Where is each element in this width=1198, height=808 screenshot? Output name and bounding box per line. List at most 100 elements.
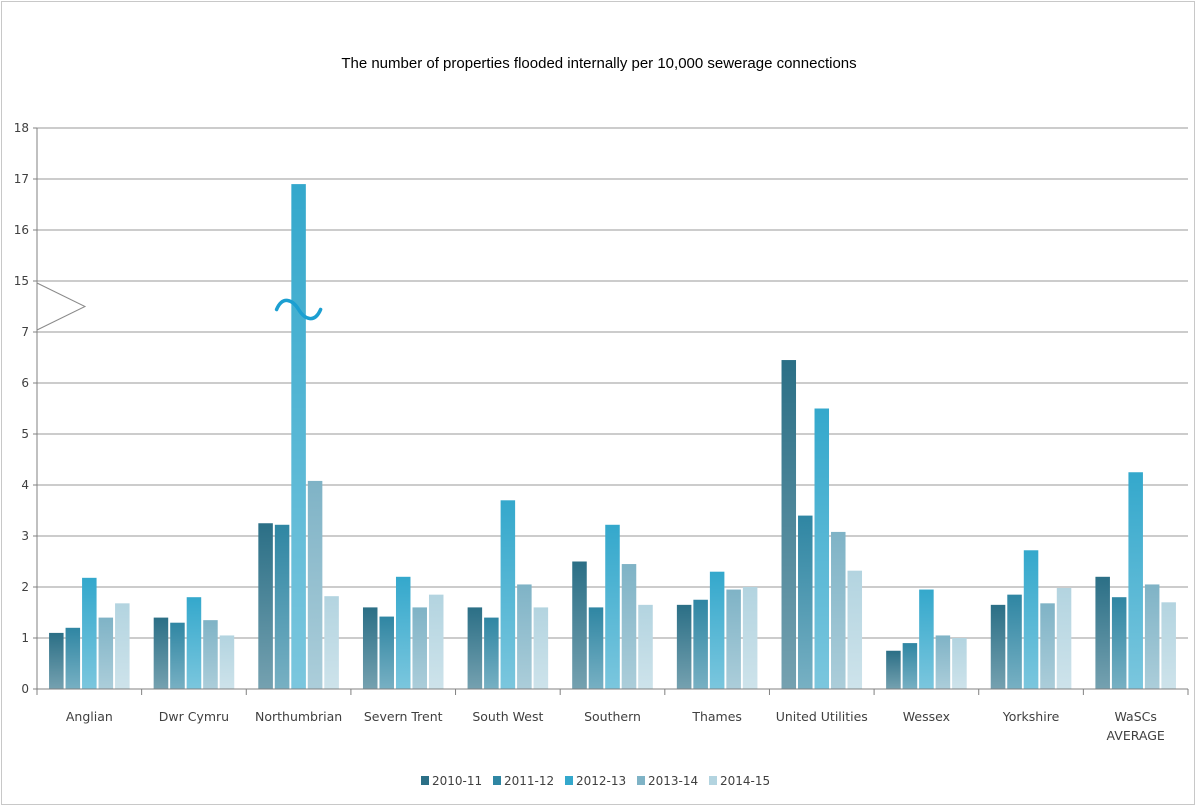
- x-category-label: Severn Trent: [364, 709, 443, 724]
- y-tick-label: 1: [21, 631, 29, 645]
- legend-label: 2014-15: [720, 774, 770, 788]
- y-tick-label: 5: [21, 427, 29, 441]
- bar-shading: [49, 632, 64, 689]
- bar-shading: [605, 524, 620, 689]
- y-tick-label: 4: [21, 478, 29, 492]
- legend-swatch: [565, 776, 573, 785]
- bar-shading: [726, 589, 741, 689]
- bar-shading: [379, 616, 394, 689]
- bar-shading: [588, 607, 604, 689]
- bar-shading: [65, 627, 81, 689]
- bar-shading: [1040, 603, 1055, 689]
- bar-shading: [517, 584, 532, 689]
- bar-shading: [291, 184, 306, 689]
- bar-shading: [886, 650, 901, 689]
- axes: [33, 127, 1189, 695]
- bar-shading: [572, 561, 587, 689]
- x-category-line: South West: [472, 709, 543, 724]
- bar-shading: [500, 500, 516, 689]
- x-category-label: Anglian: [66, 709, 113, 724]
- bar-shading: [952, 638, 967, 689]
- x-category-line: WaSCs: [1114, 709, 1156, 724]
- legend-label: 2013-14: [648, 774, 698, 788]
- bar-shading: [98, 617, 114, 689]
- x-category-label: Dwr Cymru: [159, 709, 229, 724]
- legend-label: 2010-11: [432, 774, 482, 788]
- bar-shading: [693, 599, 708, 689]
- bar-shading: [307, 480, 323, 689]
- bar-shading: [258, 523, 273, 689]
- x-category-line: Wessex: [903, 709, 950, 724]
- bar-shading: [533, 607, 549, 689]
- bar-shading: [115, 603, 130, 689]
- legend-label: 2012-13: [576, 774, 626, 788]
- bar-shading: [219, 635, 235, 689]
- break-wave-icon: [274, 298, 323, 321]
- bar-shading: [798, 515, 813, 689]
- x-category-label: WaSCs AVERAGE: [1107, 709, 1165, 743]
- y-tick-label: 16: [14, 223, 29, 237]
- legend: 2010-11 2011-12 2012-13 2013-14 2014-15: [421, 774, 770, 788]
- y-tick-label: 2: [21, 580, 29, 594]
- x-axis-categories: Anglian Dwr Cymru Northumbrian Severn Trent…: [66, 709, 1165, 743]
- y-tick-label: 7: [21, 325, 29, 339]
- bar-shading: [742, 587, 758, 689]
- bar-shading: [203, 620, 218, 689]
- bars: [49, 184, 1176, 689]
- bar-shading: [186, 597, 202, 689]
- y-tick-label: 0: [21, 682, 29, 696]
- bar-shading: [153, 617, 169, 689]
- bar-shading: [362, 607, 378, 689]
- bar-shading: [395, 576, 411, 689]
- y-tick-label: 17: [14, 172, 29, 186]
- legend-swatch: [637, 776, 645, 785]
- x-category-line: Southern: [584, 709, 641, 724]
- chart-title: The number of properties flooded interna…: [341, 55, 857, 72]
- x-category-line: Yorkshire: [1002, 709, 1060, 724]
- x-category-label: United Utilities: [776, 709, 868, 724]
- bar-shading: [1161, 602, 1176, 689]
- bar-shading: [274, 524, 290, 689]
- legend-swatch: [709, 776, 717, 785]
- y-tick-label: 6: [21, 376, 29, 390]
- x-category-line: Severn Trent: [364, 709, 443, 724]
- y-axis-ticks: 0 1 2 3 4 5 6 7 15 16 17 18: [14, 121, 29, 696]
- bar-shading: [902, 643, 918, 689]
- y-tick-label: 18: [14, 121, 29, 135]
- bar-shading: [621, 564, 637, 689]
- bar-shading: [1128, 472, 1143, 689]
- bar-shading: [412, 607, 427, 689]
- y-tick-label: 3: [21, 529, 29, 543]
- bar-shading: [847, 570, 863, 689]
- bar-shading: [324, 596, 339, 689]
- bar-shading: [484, 617, 499, 689]
- bar-shading: [1144, 584, 1160, 689]
- bar-shading: [935, 635, 951, 689]
- x-category-label: Thames: [691, 709, 742, 724]
- bar-shading: [919, 589, 934, 689]
- bar-shading: [814, 408, 830, 689]
- x-category-line: Anglian: [66, 709, 113, 724]
- x-category-label: Wessex: [903, 709, 950, 724]
- bar-shading: [1056, 588, 1072, 689]
- x-category-label: Northumbrian: [255, 709, 342, 724]
- legend-swatch: [493, 776, 501, 785]
- axis-break-marker: [36, 282, 87, 331]
- bar-shading: [1111, 597, 1127, 689]
- bar-shading: [1023, 550, 1039, 689]
- legend-label: 2011-12: [504, 774, 554, 788]
- bar-shading: [1095, 576, 1110, 689]
- bar-shading: [709, 571, 725, 689]
- bar-shading: [170, 622, 185, 689]
- x-category-line: Northumbrian: [255, 709, 342, 724]
- bar-shading: [990, 604, 1006, 689]
- x-category-line: Thames: [691, 709, 742, 724]
- y-tick-label: 15: [14, 274, 29, 288]
- bar-shading: [428, 594, 444, 689]
- x-category-line: United Utilities: [776, 709, 868, 724]
- bar-shading: [1007, 594, 1022, 689]
- bar-shading: [82, 577, 97, 689]
- x-category-label: South West: [472, 709, 543, 724]
- bar-shading: [781, 360, 797, 689]
